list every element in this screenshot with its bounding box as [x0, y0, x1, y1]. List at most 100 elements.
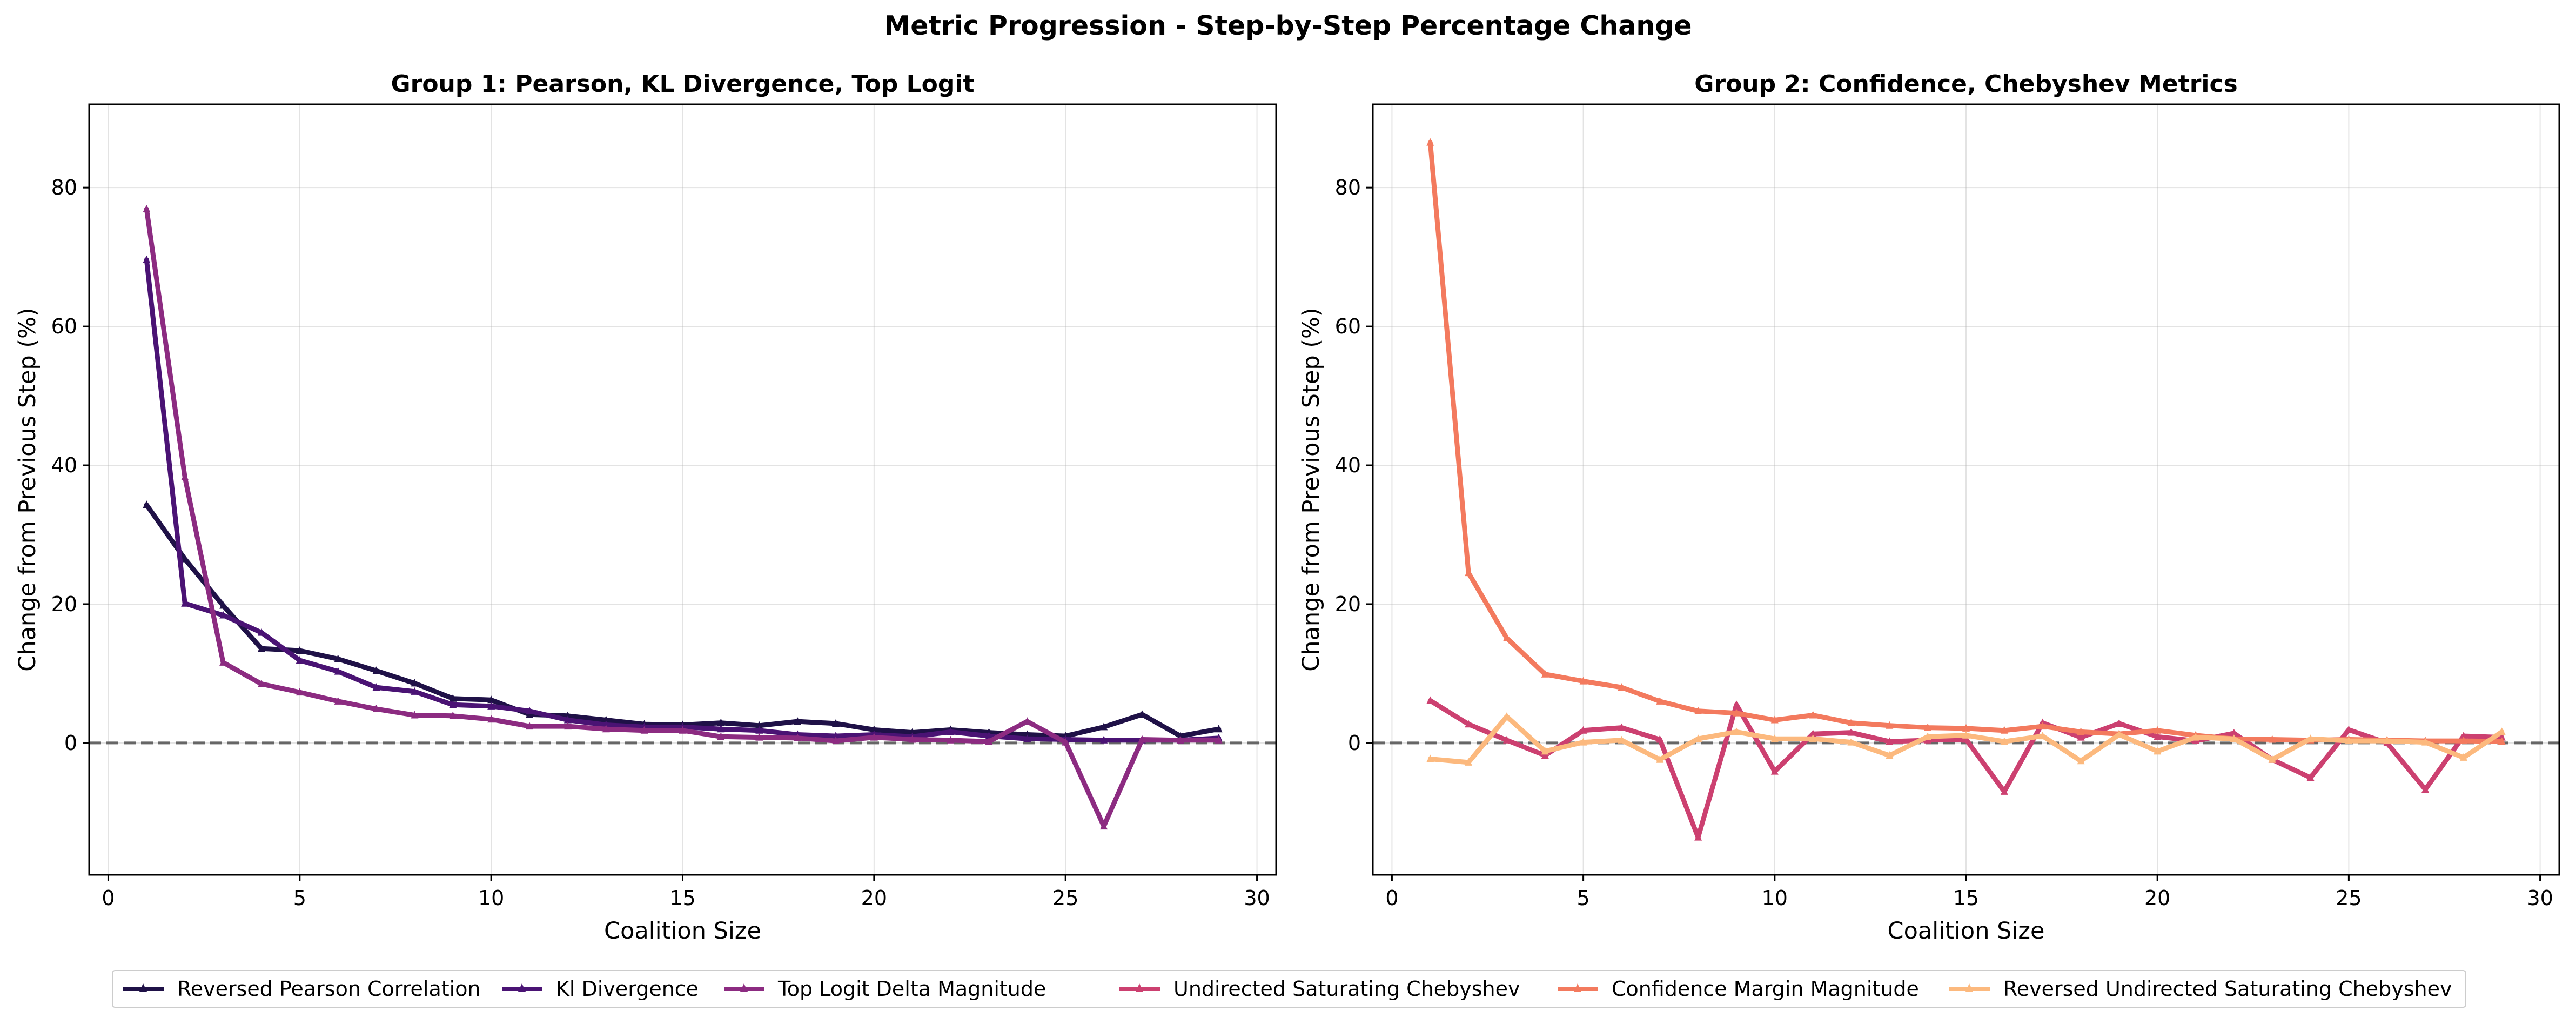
legend-label: Reversed Undirected Saturating Chebyshev — [2003, 977, 2452, 1001]
right-chart-data-point — [2115, 730, 2123, 738]
right-chart-data-point — [1962, 724, 1970, 732]
left-chart-y-axis-label: Change from Previous Step (%) — [14, 307, 41, 671]
right-chart-data-point — [1465, 720, 1473, 728]
legend-label: Top Logit Delta Magnitude — [777, 977, 1046, 1001]
left-chart-data-point — [1215, 735, 1223, 744]
left-chart-data-point — [334, 667, 342, 675]
left-chart-data-point — [679, 726, 687, 734]
legend-entry: Confidence Margin Magnitude — [1558, 977, 1919, 1001]
right-chart-data-point — [2498, 733, 2506, 741]
left-chart-data-point — [1100, 822, 1108, 830]
left-chart-data-point — [411, 711, 419, 719]
left-chart-data-point — [947, 735, 955, 744]
left-chart-x-axis-label: Coalition Size — [604, 918, 761, 945]
left-chart-title: Group 1: Pearson, KL Divergence, Top Log… — [391, 70, 975, 98]
left-chart-x-tick-label: 20 — [861, 886, 887, 910]
left-chart-data-point — [296, 646, 304, 654]
legend-marker — [1136, 983, 1143, 992]
left-chart-data-point — [831, 737, 840, 745]
right-chart-data-point — [1656, 755, 1664, 763]
right-chart-data-point — [1886, 721, 1894, 729]
right-chart-data-point — [1770, 715, 1779, 724]
legend-entry: Top Logit Delta Magnitude — [724, 977, 1046, 1001]
right-chart-data-point — [1924, 723, 1932, 731]
right-chart-x-tick-label: 0 — [1385, 886, 1398, 910]
legend-entry: Reversed Undirected Saturating Chebyshev — [1949, 977, 2452, 1001]
left-chart-data-point — [870, 725, 878, 733]
right-chart-data-point — [1502, 735, 1511, 744]
right-chart-data-point — [2115, 719, 2123, 727]
right-chart-data-point — [1694, 734, 1702, 742]
left-chart-data-point — [487, 715, 495, 723]
legend-label: Reversed Pearson Correlation — [177, 977, 481, 1001]
right-chart-data-point — [1847, 728, 1855, 736]
right-chart-data-point — [2192, 733, 2200, 741]
left-chart-data-point — [755, 733, 763, 741]
left-chart-data-point — [411, 679, 419, 687]
right-chart-data-point — [1618, 735, 1626, 744]
right-chart-data-point — [2268, 735, 2276, 743]
legend-label: Confidence Margin Magnitude — [1612, 977, 1919, 1001]
left-chart-data-point — [449, 694, 457, 702]
left-chart-data-point — [372, 683, 380, 691]
legend-entry: Reversed Pearson Correlation — [123, 977, 481, 1001]
left-chart-data-point — [487, 695, 495, 704]
right-chart-series-3 — [1426, 712, 2506, 766]
right-chart-data-point — [1656, 735, 1664, 743]
right-chart-data-point — [1694, 706, 1702, 714]
right-chart-data-point — [1579, 738, 1587, 746]
left-chart-data-point — [755, 721, 763, 729]
legend-label: Kl Divergence — [556, 977, 699, 1001]
right-chart-data-point — [2154, 747, 2162, 755]
right-chart-data-point — [1962, 735, 1970, 743]
right-chart-data-point — [1694, 833, 1702, 841]
right-chart-data-point — [2498, 737, 2506, 745]
right-chart-data-point — [1541, 751, 1549, 759]
right-chart-data-point — [1656, 697, 1664, 705]
legend-marker — [139, 983, 147, 992]
left-chart-y-tick-label: 20 — [51, 592, 77, 616]
right-chart-data-point — [1847, 718, 1855, 726]
right-chart-data-point — [2230, 734, 2238, 742]
right-chart-data-point — [1770, 767, 1779, 775]
left-chart-data-point — [257, 644, 265, 652]
right-chart-y-tick-label: 40 — [1335, 453, 1361, 477]
left-chart-data-point — [219, 658, 227, 666]
left-chart-data-point — [564, 715, 572, 724]
right-chart-data-point — [1541, 670, 1549, 678]
right-chart-data-point — [1886, 751, 1894, 759]
right-chart-data-point — [1579, 726, 1587, 734]
right-chart-y-tick-label: 80 — [1335, 176, 1361, 199]
right-chart-data-point — [2154, 732, 2162, 740]
left-chart-grid — [89, 104, 1276, 875]
left-chart-data-point — [1023, 717, 1031, 725]
right-chart-data-point — [2077, 727, 2085, 735]
right-chart-data-point — [1426, 696, 1434, 704]
right-chart-panel: Group 2: Confidence, Chebyshev Metrics C… — [1298, 70, 2560, 945]
right-chart-data-point — [2345, 737, 2353, 745]
left-chart-data-point — [296, 688, 304, 696]
right-chart-data-point — [2154, 726, 2162, 734]
right-chart-data-point — [2498, 727, 2506, 735]
right-chart-data-point — [2038, 732, 2047, 740]
right-chart-x-tick-label: 25 — [2336, 886, 2362, 910]
right-chart-y-tick-label: 60 — [1335, 314, 1361, 338]
legend-frame — [112, 970, 2466, 1008]
right-chart-data-point — [1465, 568, 1473, 577]
right-chart-title: Group 2: Confidence, Chebyshev Metrics — [1694, 70, 2238, 98]
left-chart-data-point — [1176, 732, 1184, 740]
right-chart-data-point — [2077, 733, 2085, 741]
left-chart-data-point — [334, 697, 342, 705]
right-chart-data-point — [2421, 785, 2430, 793]
left-chart-data-point — [602, 720, 610, 728]
left-chart-data-point — [908, 735, 916, 743]
right-chart-data-point — [2000, 787, 2008, 795]
right-chart-data-point — [1502, 633, 1511, 641]
right-chart-data-point — [1770, 734, 1779, 742]
left-chart-data-point — [181, 599, 189, 607]
left-chart-data-point — [564, 722, 572, 730]
right-chart-data-point — [1579, 677, 1587, 685]
legend-entry: Kl Divergence — [502, 977, 699, 1001]
right-chart-data-point — [1809, 734, 1817, 742]
right-chart-data-point — [2038, 722, 2047, 730]
